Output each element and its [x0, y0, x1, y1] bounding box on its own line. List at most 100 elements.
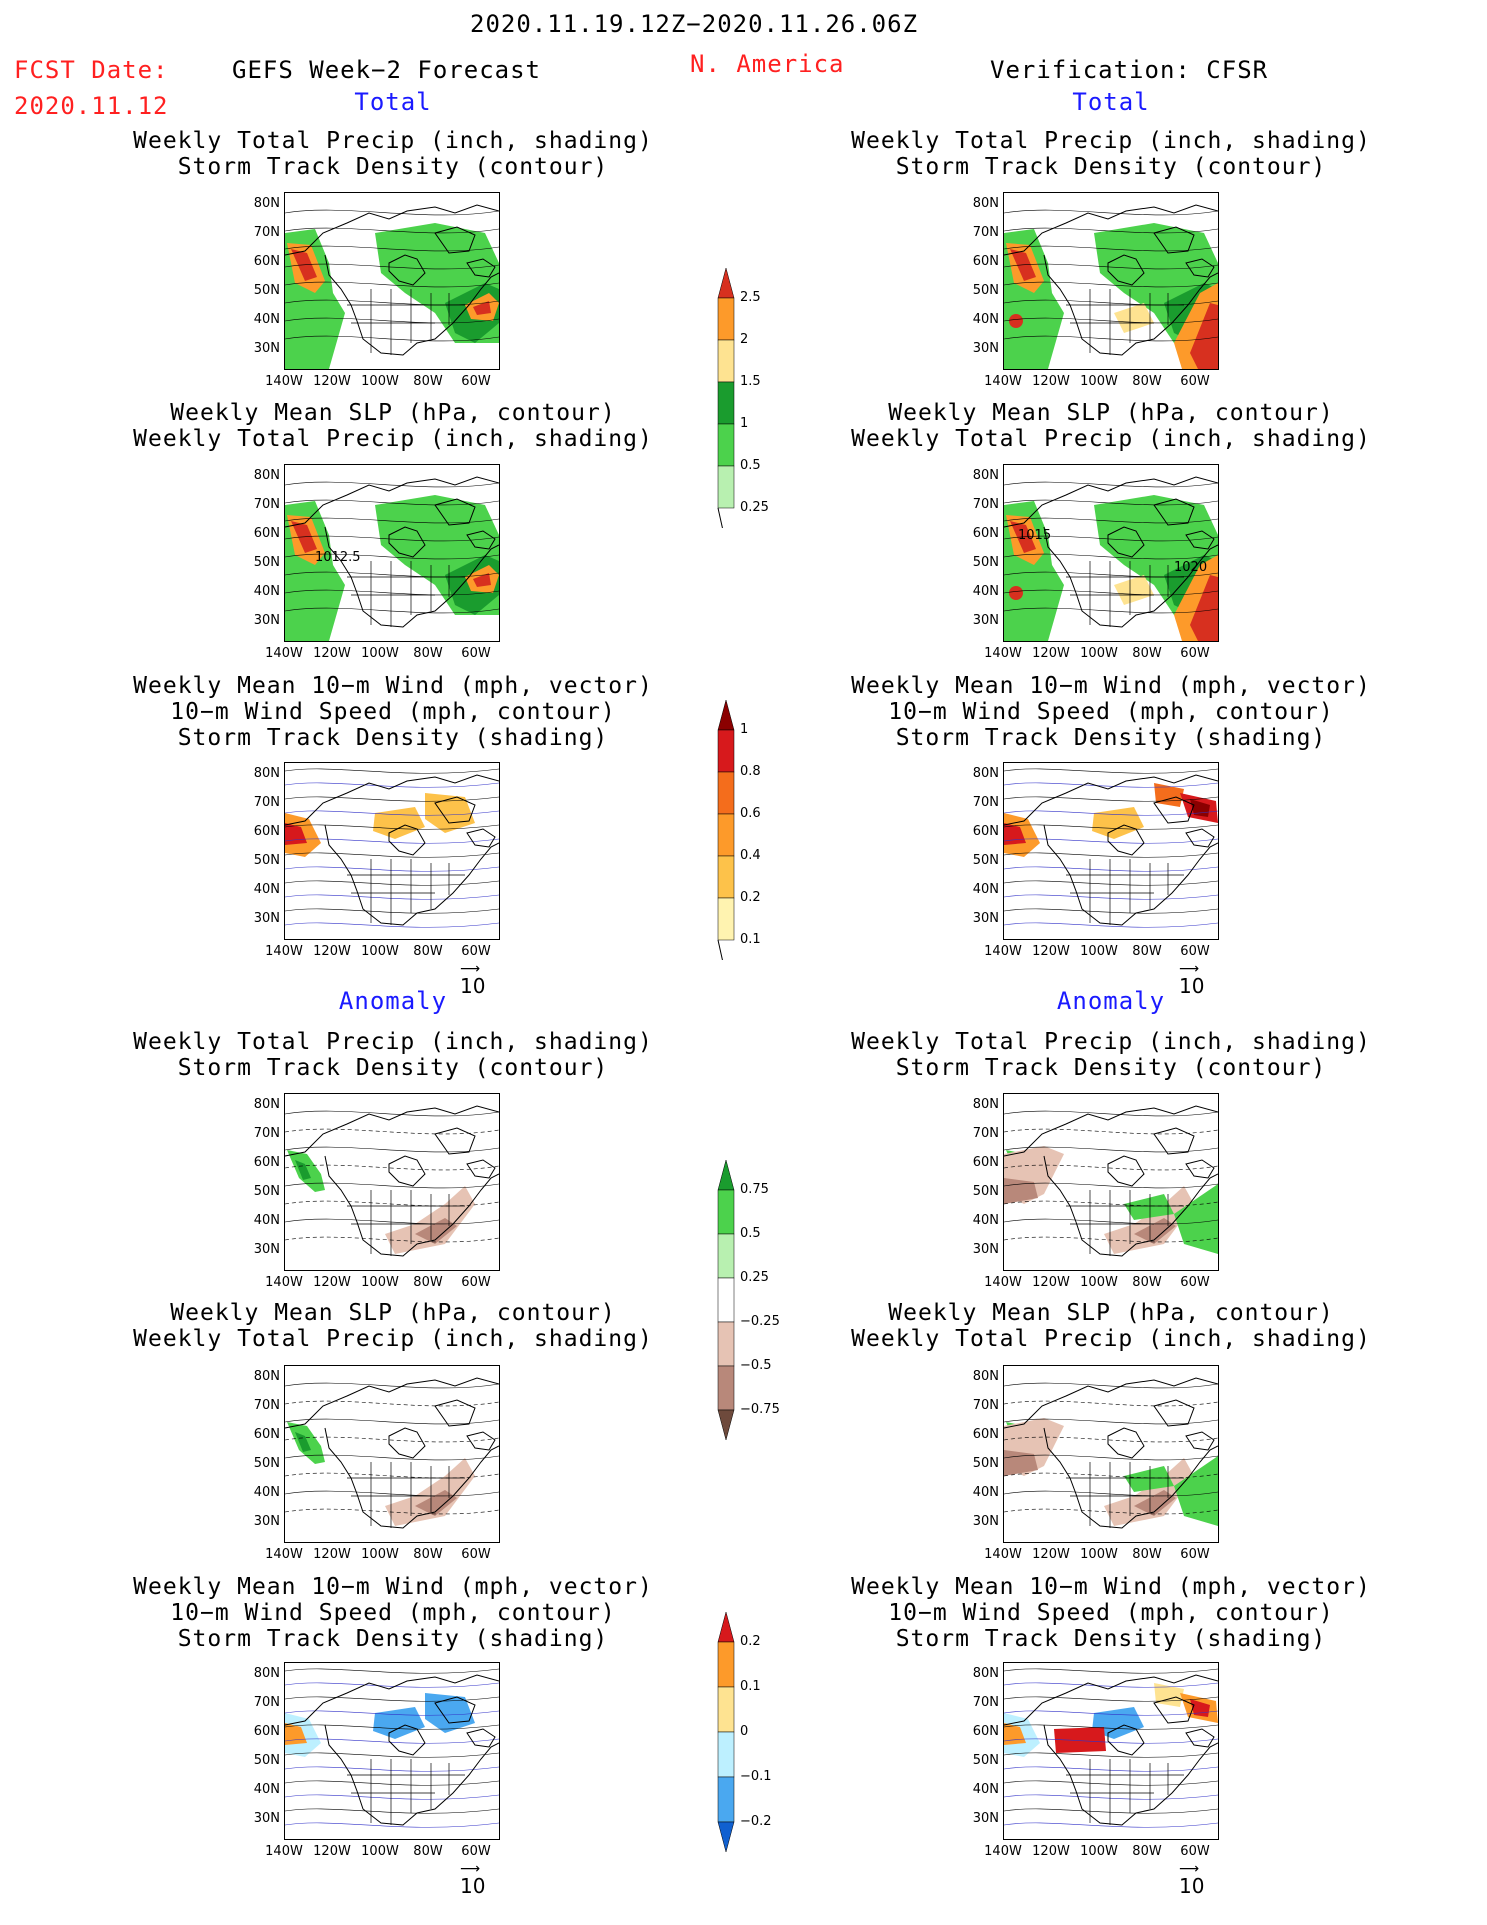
colorbar-label: 0.1 [740, 932, 761, 947]
precip-anomaly-shade [1004, 1450, 1038, 1476]
longitude-label: 100W [361, 374, 399, 389]
wind-speed-contour [285, 880, 499, 886]
coastline [1004, 1674, 1218, 1826]
colorbar-segment [717, 297, 735, 341]
latitude-label: 40N [972, 312, 999, 327]
precip-anomaly-shade [385, 1186, 475, 1254]
contour-line [1004, 299, 1218, 306]
contour-line [1004, 335, 1218, 342]
longitude-label: 100W [361, 646, 399, 661]
latitude-label: 70N [972, 1126, 999, 1141]
panel-title-line: Storm Track Density (shading) [177, 725, 609, 751]
contour-line [1004, 1418, 1218, 1425]
contour-line [285, 553, 499, 560]
latitude-label: 70N [253, 225, 280, 240]
longitude-label: 140W [265, 1844, 303, 1859]
colorbar-segment [717, 268, 735, 299]
longitude-label: 140W [984, 944, 1022, 959]
panel-title-line: Weekly Mean SLP (hPa, contour) [888, 1300, 1334, 1326]
state-borders [347, 289, 465, 355]
state-borders [347, 1190, 465, 1256]
precip-anomaly-shade [1124, 1466, 1174, 1492]
panel-title-line: Weekly Total Precip (inch, shading) [133, 1029, 653, 1055]
storm-density-shade [1092, 807, 1144, 839]
longitude-label: 80W [413, 646, 443, 661]
contour-line [285, 535, 499, 542]
wind-speed-contour [1004, 1794, 1218, 1800]
longitude-label: 120W [313, 1844, 351, 1859]
latitude-label: 50N [253, 1753, 280, 1768]
slp-contour-label: 1015 [1018, 528, 1051, 543]
contour-line [285, 227, 499, 234]
latitude-label: 50N [972, 1184, 999, 1199]
precip-shade [1114, 575, 1154, 605]
longitude-label: 120W [313, 1547, 351, 1562]
latitude-label: 70N [253, 1126, 280, 1141]
contour-line [285, 245, 499, 252]
coastline [1004, 1377, 1218, 1529]
colorbar-segment [717, 855, 735, 899]
verification-title: Verification: CFSR [990, 56, 1269, 84]
precip-anomaly-shade [415, 1490, 457, 1516]
contour-line [1004, 535, 1218, 542]
coastline [285, 204, 499, 356]
map-wind_storm-anomaly-forecast [284, 1662, 500, 1840]
latitude-label: 80N [972, 766, 999, 781]
panel-title-line: Weekly Mean SLP (hPa, contour) [170, 400, 616, 426]
storm-density-shade [425, 1693, 475, 1733]
wind-speed-contour [285, 1724, 499, 1730]
map-wind_storm-total-forecast [284, 762, 500, 940]
storm-density-shade [373, 1707, 425, 1739]
colorbar-label: 1.5 [740, 374, 761, 389]
vector-reference-value: 10 [460, 974, 486, 998]
colorbar-label: 1 [740, 416, 749, 431]
wind-speed-contour [1004, 922, 1218, 928]
contour-line [1004, 1218, 1218, 1225]
panel-title: Weekly Mean 10−m Wind (mph, vector) 10−m … [113, 673, 673, 751]
contour-line [285, 499, 499, 506]
colorbar-segment [717, 1641, 735, 1688]
latitude-label: 70N [253, 1398, 280, 1413]
contour-line [1004, 1472, 1218, 1479]
contour-line [1004, 607, 1218, 614]
contour-line [285, 1400, 499, 1407]
longitude-label: 80W [1132, 944, 1162, 959]
longitude-label: 100W [361, 1844, 399, 1859]
longitude-label: 60W [1180, 944, 1210, 959]
precip-shade [1190, 303, 1218, 369]
panel-title-line: Weekly Total Precip (inch, shading) [851, 1029, 1371, 1055]
coastline [1004, 1105, 1218, 1257]
state-borders [1066, 1190, 1184, 1256]
colorbar-tail [717, 507, 723, 528]
colorbar-precip_total [717, 268, 735, 528]
wind-speed-contour [285, 1752, 499, 1758]
contour-line [285, 299, 499, 306]
colorbar-tail [717, 939, 723, 960]
wind-speed-contour [285, 768, 499, 774]
contour-line [285, 317, 499, 324]
contour-line [1004, 1436, 1218, 1443]
precip-anomaly-shade [1004, 1178, 1038, 1204]
contour-line [285, 1128, 499, 1135]
latitude-label: 50N [253, 283, 280, 298]
latitude-label: 80N [972, 196, 999, 211]
colorbar-label: 1 [740, 722, 749, 737]
precip-anomaly-shade [1174, 1184, 1218, 1254]
longitude-label: 120W [1032, 1547, 1070, 1562]
wind-speed-contour [1004, 1780, 1218, 1786]
latitude-label: 60N [972, 526, 999, 541]
state-borders [1066, 289, 1184, 355]
wind-speed-contour [285, 824, 499, 830]
panel-title-line: Storm Track Density (contour) [177, 154, 609, 180]
panel-title: Weekly Total Precip (inch, shading) Storm… [831, 128, 1391, 180]
section-anomaly-right: Anomaly [1056, 987, 1166, 1015]
colorbar-segment [717, 1189, 735, 1235]
latitude-label: 30N [253, 1514, 280, 1529]
colorbar-segment [717, 1686, 735, 1733]
wind-speed-contour [285, 1668, 499, 1674]
contour-line [285, 1454, 499, 1461]
wind-speed-contour [285, 1738, 499, 1744]
latitude-label: 70N [253, 497, 280, 512]
precip-anomaly-shade [1124, 1194, 1174, 1220]
contour-line [285, 281, 499, 288]
